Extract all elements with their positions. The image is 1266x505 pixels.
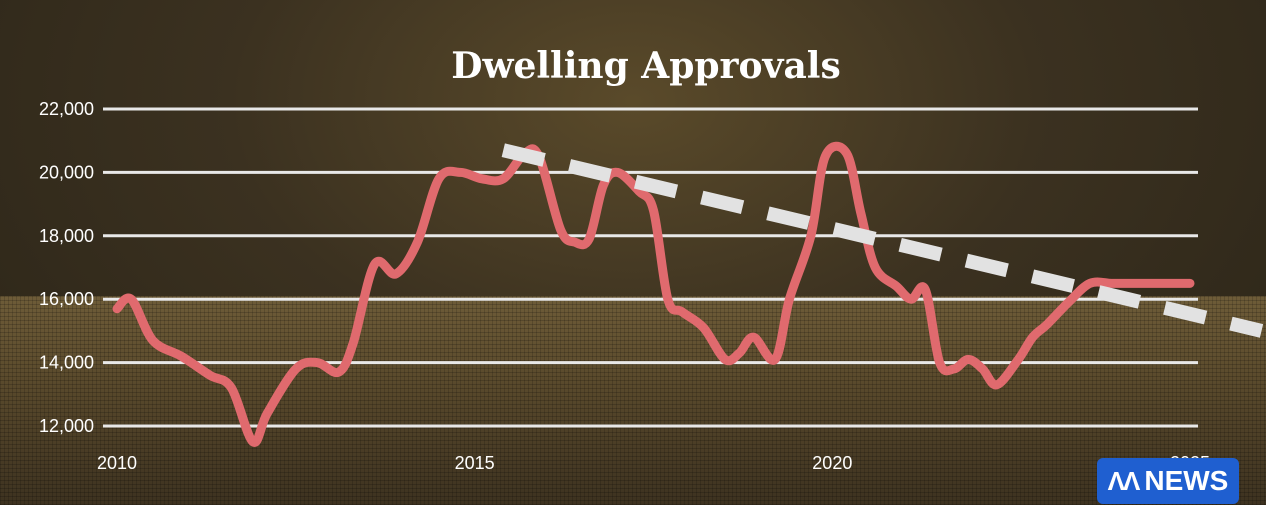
chart-title: Dwelling Approvals: [451, 45, 840, 87]
x-tick-label: 2015: [455, 453, 495, 473]
trend-line: [501, 143, 1264, 338]
series-layer: [112, 141, 1264, 447]
gridlines: [103, 107, 1198, 428]
x-tick-label: 2010: [97, 453, 137, 473]
abc-news-logo: ɅɅ NEWS: [1097, 458, 1239, 504]
y-axis-ticks: 12,000 14,000 16,000 18,000 20,000 22,000: [39, 99, 94, 436]
x-axis-ticks: 2010201520202025: [97, 453, 1210, 473]
y-tick-label: 12,000: [39, 416, 94, 436]
x-tick-label: 2020: [812, 453, 852, 473]
y-tick-label: 20,000: [39, 162, 94, 182]
y-tick-label: 22,000: [39, 99, 94, 119]
background-floor: [0, 296, 1266, 505]
news-logo-text: NEWS: [1144, 465, 1229, 496]
y-tick-label: 14,000: [39, 353, 94, 373]
y-tick-label: 16,000: [39, 289, 94, 309]
abc-logo-icon: ɅɅ: [1107, 465, 1141, 496]
y-tick-label: 18,000: [39, 226, 94, 246]
